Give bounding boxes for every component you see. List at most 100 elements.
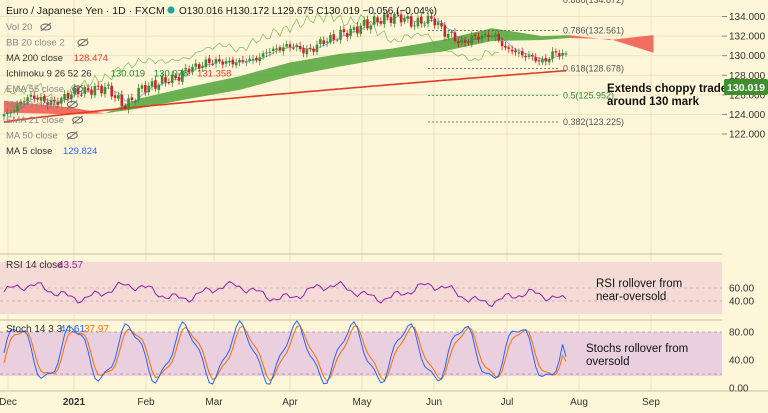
- candle-body: [144, 85, 147, 93]
- candle-body: [356, 26, 359, 34]
- candle-body: [342, 29, 346, 33]
- stoch-tick-label: 80.00: [729, 328, 754, 339]
- candle-body: [463, 40, 467, 43]
- time-tick-label: Aug: [570, 397, 588, 408]
- candle-body: [295, 44, 299, 48]
- price-tick-label: 132.000: [729, 32, 766, 43]
- candle-body: [90, 89, 93, 95]
- candle-body: [207, 58, 211, 63]
- candle-body: [500, 41, 504, 47]
- last-price-badge: 130.019: [724, 79, 768, 95]
- candle-body: [167, 81, 171, 84]
- candle-body: [12, 110, 16, 112]
- candle-body: [430, 16, 433, 19]
- candle-body: [551, 51, 554, 59]
- candle-body: [127, 98, 130, 110]
- candle-body: [453, 32, 457, 42]
- candle-body: [298, 45, 302, 50]
- candle-body: [406, 16, 410, 19]
- candle-body: [251, 58, 255, 60]
- indicator-label: EMA 21 close: [6, 115, 64, 126]
- candle-body: [419, 16, 423, 24]
- candle-body: [170, 74, 174, 83]
- candle-body: [53, 99, 56, 101]
- indicator-label: Ichimoku 9 26 52 26: [6, 69, 92, 80]
- candle-body: [123, 105, 127, 109]
- annotation-line: Extends choppy trade: [607, 83, 727, 95]
- candle-body: [494, 34, 497, 37]
- symbol-title[interactable]: Euro / Japanese Yen · 1D · FXCM: [6, 5, 165, 17]
- time-tick-label: Jun: [426, 397, 442, 408]
- candle-body: [43, 96, 46, 102]
- candle-body: [524, 55, 527, 58]
- candle-body: [244, 61, 248, 63]
- stoch-legend-label[interactable]: Stoch 14 3 3: [6, 324, 63, 335]
- indicator-value-2: 130.078: [154, 69, 188, 80]
- time-tick-label: Mar: [205, 397, 223, 408]
- candle-body: [26, 97, 29, 102]
- time-tick-label: Apr: [282, 397, 298, 408]
- cloud-red-left: [4, 100, 105, 115]
- candle-body: [446, 34, 450, 38]
- candle-body: [315, 44, 319, 52]
- candle-body: [359, 25, 363, 34]
- candle-body: [194, 63, 198, 67]
- price-tick-label: 130.000: [729, 51, 766, 62]
- price-annotation: Extends choppy trade around 130 mark: [607, 83, 727, 108]
- candle-body: [440, 23, 443, 27]
- cloud-green: [105, 28, 570, 114]
- candle-body: [389, 17, 393, 23]
- fib-label-0: 0.786(132.561): [563, 26, 624, 36]
- rsi-line: [3, 280, 567, 308]
- candle-body: [137, 87, 140, 101]
- candle-body: [308, 47, 312, 49]
- price-axis-strip[interactable]: [722, 0, 768, 413]
- stoch-annotation: Stochs rollover from oversold: [586, 343, 688, 368]
- candle-body: [409, 16, 413, 27]
- eye-hidden-icon: [40, 23, 52, 31]
- candle-body: [467, 41, 470, 43]
- fib-label-top: 0.886(134.872): [563, 0, 624, 5]
- candle-body: [110, 85, 113, 97]
- eye-hidden-icon: [66, 132, 78, 139]
- rsi-tick-label: 40.00: [729, 297, 754, 308]
- eye-slash-line: [40, 22, 52, 32]
- candle-body: [285, 44, 288, 47]
- time-tick-label: Dec: [0, 397, 17, 408]
- candle-body: [9, 112, 13, 114]
- candle-body: [345, 33, 349, 38]
- stoch-k-line: [3, 320, 567, 385]
- candle-body: [184, 67, 188, 70]
- rsi-legend-label[interactable]: RSI 14 close: [6, 260, 63, 271]
- candle-body: [107, 84, 110, 86]
- price-tick-label: 122.000: [729, 130, 766, 141]
- annotation-line: oversold: [586, 356, 629, 368]
- candle-body: [531, 55, 534, 57]
- candle-body: [164, 77, 167, 83]
- candle-body: [443, 25, 447, 37]
- candle-body: [16, 104, 19, 112]
- candle-body: [130, 97, 134, 100]
- indicator-value: 128.474: [74, 53, 108, 64]
- candle-body: [541, 59, 544, 63]
- candle-body: [234, 62, 238, 66]
- candle-body: [181, 70, 184, 82]
- time-tick-label: 2021: [63, 397, 86, 408]
- candle-body: [214, 59, 218, 64]
- candle-body: [133, 101, 137, 103]
- candle-body: [487, 34, 490, 37]
- candle-body: [2, 114, 6, 117]
- candle-body: [120, 94, 124, 106]
- fib-label-2: 0.5(125.952): [563, 90, 614, 100]
- candle-body: [399, 14, 403, 23]
- candle-body: [433, 18, 437, 26]
- candle-body: [325, 41, 329, 43]
- candle-body: [265, 52, 268, 54]
- candle-body: [514, 50, 517, 53]
- candle-body: [59, 98, 63, 104]
- eye-hidden-icon: [72, 85, 84, 93]
- candle-body: [93, 85, 97, 96]
- candle-body: [56, 101, 60, 105]
- candle-body: [557, 53, 561, 57]
